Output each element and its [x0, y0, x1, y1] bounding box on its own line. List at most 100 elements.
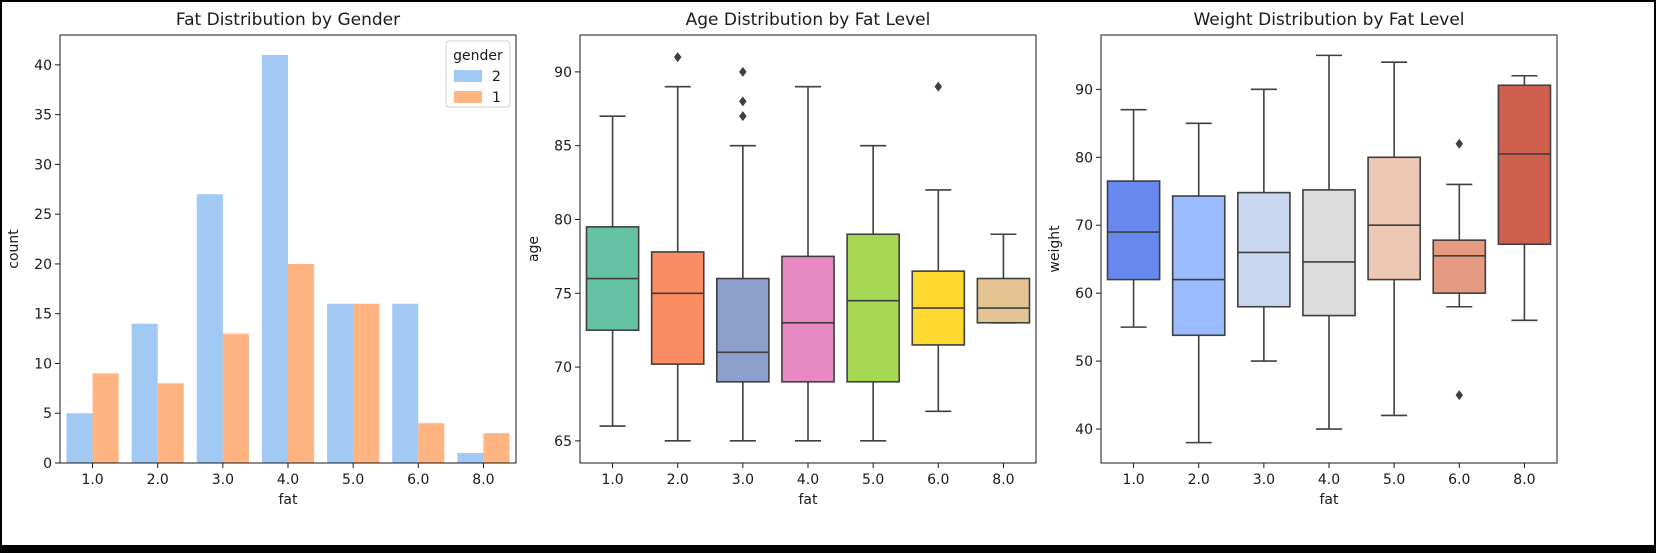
- box-iqr: [1367, 156, 1421, 281]
- chart-title: Weight Distribution by Fat Level: [1193, 10, 1464, 30]
- y-tick-label: 10: [34, 356, 52, 372]
- y-tick-label: 80: [1075, 150, 1093, 166]
- axes-frame: [59, 34, 517, 464]
- bar-1-1.0: [92, 373, 119, 463]
- box-iqr: [715, 277, 770, 383]
- y-tick-label: 5: [43, 406, 52, 422]
- x-tick-label: 2.0: [147, 472, 169, 488]
- x-tick-label: 3.0: [1253, 472, 1275, 488]
- y-tick-label: 90: [1075, 82, 1093, 98]
- box-3.0: [715, 66, 770, 442]
- y-tick-label: 25: [34, 207, 52, 223]
- box-iqr: [1237, 191, 1291, 308]
- x-tick-label: 8.0: [1513, 472, 1535, 488]
- x-tick-label: 4.0: [797, 472, 819, 488]
- y-tick-label: 70: [1075, 218, 1093, 234]
- outlier-point: [1455, 138, 1464, 149]
- y-tick-label: 80: [554, 212, 572, 228]
- x-axis-label: fat: [799, 492, 819, 508]
- x-tick-label: 1.0: [81, 472, 103, 488]
- box-1.0: [1106, 108, 1161, 328]
- chart-title: Age Distribution by Fat Level: [686, 10, 931, 30]
- axes-frame: [1100, 34, 1558, 464]
- y-tick-label: 30: [34, 157, 52, 173]
- bar-2-2.0: [131, 323, 158, 463]
- x-tick-label: 6.0: [407, 472, 429, 488]
- bar-1-6.0: [418, 423, 445, 463]
- x-tick-label: 5.0: [1383, 472, 1405, 488]
- bar-1-4.0: [288, 263, 315, 463]
- box-iqr: [1432, 239, 1487, 294]
- x-tick-label: 4.0: [277, 472, 299, 488]
- box-5.0: [1367, 61, 1421, 417]
- box-8.0: [1497, 74, 1552, 322]
- bar-1-2.0: [157, 383, 184, 463]
- box-iqr: [1171, 195, 1226, 337]
- bar-2-5.0: [327, 303, 354, 463]
- legend-swatch-1: [454, 91, 482, 103]
- x-tick-label: 1.0: [1122, 472, 1144, 488]
- y-tick-label: 20: [34, 257, 52, 273]
- panel-age-by-fat: Age Distribution by Fat Level 65 70 75 80 85 9…: [526, 10, 1037, 508]
- x-tick-label: 2.0: [1188, 472, 1210, 488]
- box-2.0: [1171, 122, 1226, 444]
- bar-1-3.0: [222, 333, 249, 463]
- y-tick-label: 50: [1075, 354, 1093, 370]
- bar-2-1.0: [66, 413, 93, 463]
- x-tick-label: 1.0: [601, 472, 623, 488]
- box-2.0: [650, 52, 705, 442]
- bar-2-6.0: [392, 303, 419, 463]
- outlier-point: [673, 52, 682, 63]
- legend-swatch-2: [454, 70, 482, 82]
- panel-weight-by-fat: Weight Distribution by Fat Level 40 50 60 70…: [1047, 10, 1558, 508]
- x-tick-label: 5.0: [342, 472, 364, 488]
- y-tick-label: 70: [554, 360, 572, 376]
- box-iqr: [1497, 84, 1552, 246]
- x-tick-label: 8.0: [472, 472, 494, 488]
- box-6.0: [911, 81, 966, 413]
- y-tick-label: 75: [554, 286, 572, 302]
- x-tick-label: 2.0: [667, 472, 689, 488]
- x-tick-label: 4.0: [1318, 472, 1340, 488]
- box-8.0: [976, 233, 1031, 324]
- outlier-point: [739, 111, 747, 122]
- bar-1-5.0: [353, 303, 380, 463]
- box-iqr: [846, 233, 900, 383]
- y-axis-label: count: [6, 229, 22, 269]
- box-iqr: [976, 277, 1031, 324]
- chart-title: Fat Distribution by Gender: [176, 10, 400, 30]
- bar-1-8.0: [483, 433, 510, 463]
- y-tick-label: 35: [34, 108, 52, 124]
- y-tick-label: 65: [554, 434, 572, 450]
- y-tick-label: 0: [43, 456, 52, 472]
- y-axis-label: weight: [1047, 225, 1063, 273]
- box-4.0: [1302, 54, 1356, 430]
- x-tick-label: 5.0: [862, 472, 884, 488]
- y-tick-label: 90: [554, 65, 572, 81]
- box-3.0: [1237, 88, 1291, 362]
- x-tick-label: 6.0: [927, 472, 949, 488]
- box-iqr: [781, 255, 835, 383]
- y-axis-label: age: [526, 236, 542, 262]
- outlier-point: [934, 81, 943, 92]
- box-6.0: [1432, 138, 1487, 401]
- y-tick-label: 85: [554, 139, 572, 155]
- x-tick-label: 8.0: [992, 472, 1014, 488]
- outlier-point: [739, 96, 747, 107]
- y-tick-label: 40: [1075, 422, 1093, 438]
- x-axis-label: fat: [1320, 492, 1340, 508]
- box-5.0: [846, 144, 900, 442]
- bar-2-8.0: [457, 453, 484, 463]
- legend-label-1: 1: [492, 90, 501, 106]
- box-iqr: [650, 251, 705, 365]
- box-iqr: [1302, 189, 1356, 317]
- outlier-point: [1455, 390, 1464, 401]
- axes-frame: [579, 34, 1037, 464]
- x-tick-label: 6.0: [1448, 472, 1470, 488]
- y-tick-label: 15: [34, 307, 52, 323]
- legend-label-2: 2: [492, 69, 501, 85]
- bar-2-3.0: [196, 194, 223, 464]
- bar-2-4.0: [261, 54, 288, 463]
